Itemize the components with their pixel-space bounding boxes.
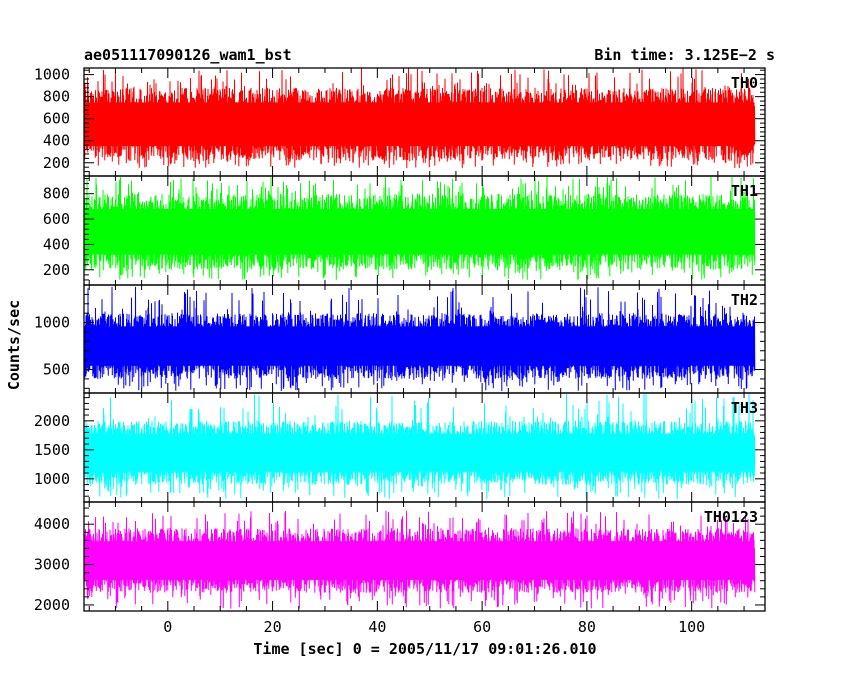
y-tick-label: 800 <box>43 185 70 203</box>
y-tick-label: 1000 <box>34 470 70 488</box>
x-tick-label: 20 <box>264 618 282 636</box>
y-tick-label: 400 <box>43 235 70 253</box>
panel-label: TH2 <box>731 291 758 309</box>
x-tick-label: 100 <box>678 618 705 636</box>
y-tick-label: 800 <box>43 88 70 106</box>
y-tick-label: 600 <box>43 110 70 128</box>
y-tick-label: 200 <box>43 261 70 279</box>
series-line-th0123 <box>84 511 755 609</box>
y-tick-label: 400 <box>43 132 70 150</box>
panel-th2: 500 1000 TH2 <box>34 285 765 393</box>
y-tick-label: 500 <box>43 361 70 379</box>
chart-title-right: Bin time: 3.125E−2 s <box>594 46 775 64</box>
y-tick-label: 200 <box>43 154 70 172</box>
y-tick-label: 2000 <box>34 596 70 614</box>
chart-title-left: ae051117090126_wam1_bst <box>84 46 292 64</box>
x-tick-label: 0 <box>163 618 172 636</box>
y-tick-label: 600 <box>43 210 70 228</box>
x-tick-label: 40 <box>368 618 386 636</box>
x-tick-label: 80 <box>578 618 596 636</box>
panel-label: TH1 <box>731 182 758 200</box>
y-tick-label: 2000 <box>34 412 70 430</box>
y-tick-label: 3000 <box>34 556 70 574</box>
panel-th0123: 2000 3000 4000 TH0123 <box>34 502 765 614</box>
panel-th3: 1000 1500 2000 TH3 <box>34 393 765 502</box>
y-axis-label: Counts/sec <box>5 300 23 390</box>
x-tick-label: 60 <box>473 618 491 636</box>
panel-label: TH0123 <box>704 508 758 526</box>
series-line-th3 <box>84 393 755 499</box>
y-tick-label: 4000 <box>34 515 70 533</box>
x-axis-label: Time [sec] 0 = 2005/11/17 09:01:26.010 <box>253 640 596 658</box>
panel-th1: 200 400 600 800 TH1 <box>43 176 765 285</box>
series-line-th0 <box>84 68 755 168</box>
series-line-th2 <box>84 287 755 391</box>
y-tick-label: 1500 <box>34 441 70 459</box>
panel-label: TH3 <box>731 399 758 417</box>
y-tick-label: 1000 <box>34 314 70 332</box>
series-line-th1 <box>84 176 755 280</box>
panel-th0: 200 400 600 800 1000 TH0 <box>34 66 765 176</box>
y-tick-label: 1000 <box>34 66 70 84</box>
panel-label: TH0 <box>731 74 758 92</box>
